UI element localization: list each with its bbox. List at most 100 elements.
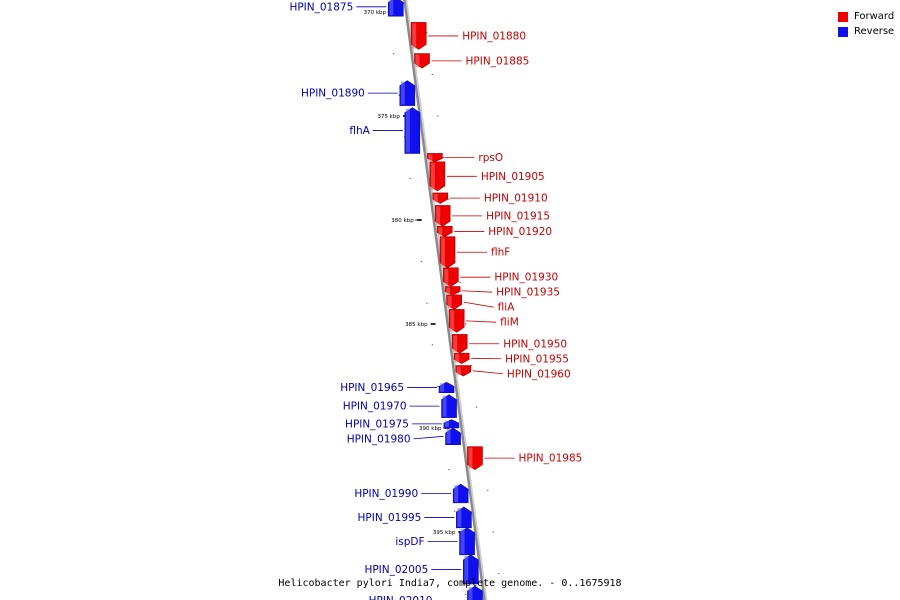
gene-highlight: [389, 0, 394, 16]
gene-label: HPIN_01880: [462, 30, 526, 42]
label-layer: HPIN_01875 HPIN_01880 HPIN_01885 HPIN_01890…: [289, 1, 582, 600]
gene-hpin_01910: [432, 192, 449, 204]
gene-label: HPIN_01935: [496, 287, 560, 299]
gene-label: HPIN_01990: [354, 488, 418, 500]
gene-highlight: [456, 366, 461, 375]
gene-highlight: [446, 429, 451, 444]
gene-leader: [462, 290, 493, 293]
reverse-swatch: [838, 26, 848, 37]
genome-caption: Helicobacter pylori India7, complete gen…: [278, 578, 622, 589]
gene-highlight: [455, 354, 460, 363]
gene-label: fliM: [500, 317, 519, 329]
gene-label: fliA: [498, 302, 516, 314]
gene-hpin_01995: [456, 506, 472, 529]
gene-hpin_01960: [455, 365, 472, 377]
gene-hpin_01965: [438, 381, 455, 393]
gene-hpin_01970: [441, 394, 457, 418]
gene-label: HPIN_01930: [494, 272, 558, 284]
gene-hpin_01920: [436, 225, 453, 237]
gene-highlight: [444, 268, 449, 286]
gene-label: HPIN_01910: [484, 193, 548, 205]
gene-label: HPIN_01905: [481, 171, 545, 183]
gene-highlight: [468, 447, 473, 469]
gene-label: HPIN_01875: [289, 1, 353, 13]
gene-label: HPIN_01970: [343, 401, 407, 413]
gene-highlight: [433, 193, 438, 203]
gene-highlight: [454, 485, 459, 502]
gene-leader: [463, 301, 494, 308]
gene-hpin_01935: [444, 286, 461, 296]
tick-label: 395 kbp: [433, 530, 456, 536]
gene-hpin_02005: [463, 554, 479, 585]
legend-reverse: Reverse: [838, 24, 894, 39]
gene-hpin_01890: [399, 80, 416, 106]
gene-leader: [466, 320, 497, 323]
gene-label: HPIN_01955: [505, 353, 569, 365]
gene-highlight: [412, 23, 417, 49]
gene-hpin_01880: [410, 22, 427, 50]
gene-ispdf: [459, 527, 475, 556]
gene-highlight: [441, 237, 446, 267]
gene-label: HPIN_01980: [347, 433, 411, 445]
tick-layer: 370 kbp 375 kbp 380 kbp 385 kbp 390 kbp 395 k…: [364, 10, 500, 595]
gene-layer: [388, 0, 483, 600]
gene-highlight: [405, 108, 410, 153]
gene-label: HPIN_02005: [364, 564, 428, 576]
gene-hpin_01885: [414, 53, 430, 69]
gene-highlight: [400, 81, 405, 105]
gene-label: HPIN_01920: [488, 226, 552, 238]
gene-rpso: [427, 153, 443, 163]
gene-label: flhF: [491, 247, 510, 259]
gene-flhf: [439, 236, 456, 269]
legend-forward-label: Forward: [854, 11, 895, 22]
gene-label: HPIN_01995: [358, 512, 422, 524]
gene-label: HPIN_01985: [518, 453, 582, 465]
gene-highlight: [446, 287, 451, 294]
gene-flia: [446, 294, 462, 310]
legend: Forward Reverse: [838, 9, 894, 39]
tick-label: 380 kbp: [391, 218, 414, 224]
gene-hpin_01955: [453, 352, 470, 364]
gene-label: flhA: [349, 125, 370, 137]
gene-highlight: [450, 310, 455, 332]
gene-label: HPIN_01890: [301, 88, 365, 100]
gene-leader: [413, 435, 444, 440]
gene-highlight: [460, 528, 465, 554]
tick-label: 375 kbp: [377, 114, 400, 120]
gene-highlight: [438, 227, 443, 236]
gene-flim: [448, 309, 465, 333]
gene-label: HPIN_01950: [503, 338, 567, 350]
backbone-layer: [403, 0, 488, 600]
gene-leader: [472, 370, 503, 375]
gene-label: HPIN_01965: [340, 382, 404, 394]
gene-highlight: [430, 162, 435, 190]
gene-hpin_01980: [445, 427, 461, 445]
gene-label: HPIN_01975: [345, 418, 409, 430]
gene-highlight: [447, 295, 452, 309]
gene-label: ispDF: [395, 536, 424, 548]
gene-hpin_01930: [443, 267, 459, 287]
gene-highlight: [468, 587, 473, 600]
gene-highlight: [453, 335, 458, 353]
gene-label: HPIN_01885: [466, 55, 530, 67]
gene-label: HPIN_01915: [486, 210, 550, 222]
gene-highlight: [440, 383, 445, 392]
tick-label: 370 kbp: [364, 10, 387, 16]
backbone-line: [403, 0, 486, 600]
gene-label: rpsO: [478, 152, 503, 164]
legend-forward: Forward: [838, 9, 894, 24]
gene-hpin_01875: [388, 0, 404, 17]
gene-hpin_01915: [434, 205, 451, 227]
tick-label: 390 kbp: [419, 426, 442, 432]
gene-highlight: [457, 508, 462, 527]
gene-highlight: [428, 154, 433, 161]
legend-reverse-label: Reverse: [854, 26, 895, 37]
gene-highlight: [415, 54, 420, 68]
forward-swatch: [838, 11, 848, 22]
gene-highlight: [464, 555, 469, 583]
gene-flha: [404, 107, 421, 154]
gene-highlight: [442, 395, 447, 417]
gene-hpin_01975: [443, 419, 460, 429]
tick-label: 385 kbp: [405, 322, 428, 328]
